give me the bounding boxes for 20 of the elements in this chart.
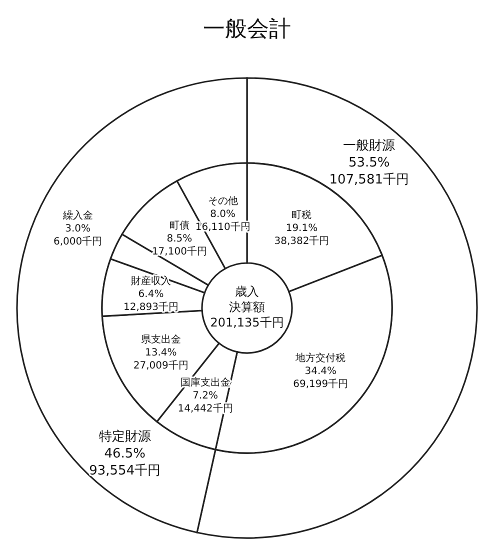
slice-label: 繰入金 [62,209,93,222]
slice-label: 県支出金 [140,333,181,346]
chart-title: 一般会計 [203,17,291,42]
data-label: 8.5% 17,100千円 [152,233,207,258]
text: 決算額 [229,300,265,314]
text: 201,135千円 [210,316,284,330]
slice-label: 町税 [292,208,312,221]
data-label: 3.0% 6,000千円 [53,223,102,248]
data-label: 6.4% 12,893千円 [124,288,179,313]
slice-label: その他 [208,194,238,207]
slice-label: 特定財源 [98,429,151,444]
slice-label: 地方交付税 [294,352,346,364]
data-label: 46.5% 93,554千円 [89,446,161,478]
slice-label: 一般財源 [343,138,396,154]
data-label: 34.4% 69,199千円 [293,366,348,390]
data-label: 13.4% 27,009千円 [133,347,188,372]
data-label: 53.5% 107,581千円 [329,155,410,187]
slice-label: 町債 [169,219,190,232]
text: 歳入 [235,284,259,299]
data-label: 19.1% 38,382千円 [274,222,330,247]
